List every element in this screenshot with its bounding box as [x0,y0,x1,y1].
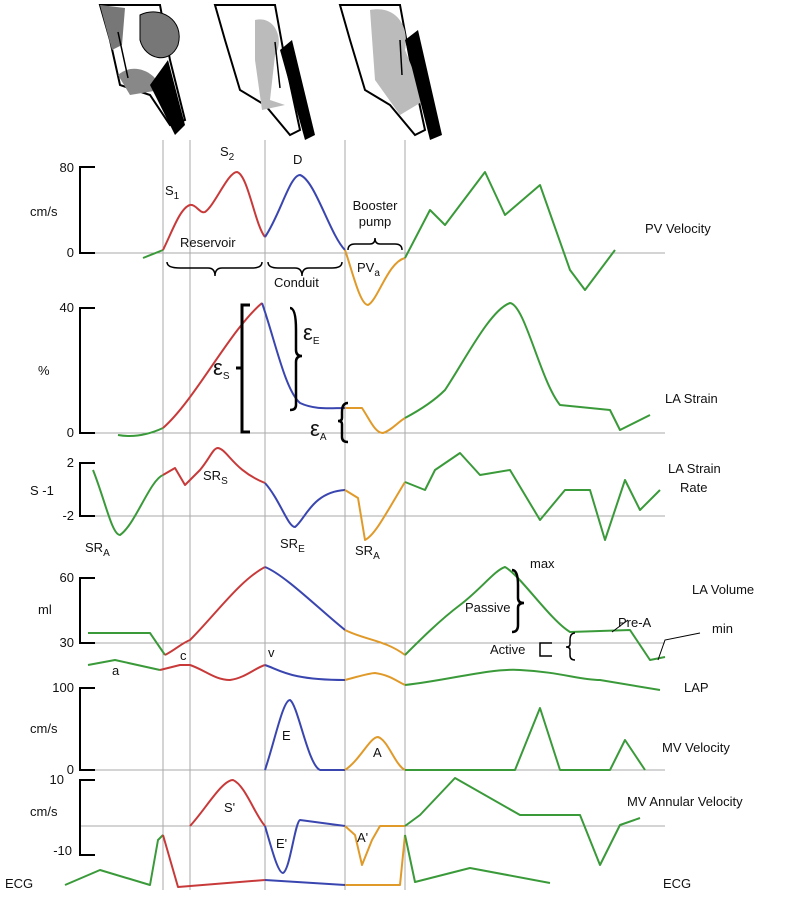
label: max [530,556,555,571]
panel-title: MV Annular Velocity [627,794,743,809]
label: Passive [465,600,511,615]
ecg-label: ECG [5,876,33,891]
label: Pre-A [618,615,652,630]
label: SRE [280,536,305,555]
label: pump [359,214,392,229]
tick: 80 [60,160,74,175]
tick: 100 [52,680,74,695]
label: A [373,745,382,760]
label: Conduit [274,275,319,290]
annotation-brackets [166,237,701,661]
axes [79,166,95,856]
tick: 0 [67,245,74,260]
panel-title: LA Volume [692,582,754,597]
panel-title: LA Strain [665,391,718,406]
label: D [293,152,302,167]
label: A' [357,830,368,845]
panel-title: LA Strain [668,461,721,476]
unit: ml [38,602,52,617]
label: E' [276,836,287,851]
panel-title: Rate [680,480,707,495]
panel-title: LAP [684,680,709,695]
tick: 30 [60,635,74,650]
label: εS [213,355,230,382]
curves [64,171,666,888]
unit: cm/s [30,204,58,219]
label: v [268,645,275,660]
label: SRA [85,540,110,559]
tick: 0 [67,425,74,440]
label: Active [490,642,525,657]
heart-icons [98,4,442,140]
tick: 10 [50,772,64,787]
label: Reservoir [180,235,236,250]
panel-title: MV Velocity [662,740,730,755]
tick: 2 [67,455,74,470]
label: SRA [355,543,380,562]
unit: S -1 [30,483,54,498]
tick: 0 [67,762,74,777]
tick: 40 [60,300,74,315]
panel-title: PV Velocity [645,221,711,236]
label: c [180,648,187,663]
grid-lines [80,140,665,890]
labels: cm/s 80 0 PV Velocity S1 S2 D Reservoir … [5,144,754,891]
label: PVa [357,260,380,279]
unit: % [38,363,50,378]
ecg-label: ECG [663,876,691,891]
label: εE [303,320,320,347]
tick: -2 [62,508,74,523]
label: SRS [203,468,228,487]
tick: 60 [60,570,74,585]
label: S' [224,800,235,815]
label: E [282,728,291,743]
tick: -10 [53,843,72,858]
label: εA [310,416,327,443]
label: min [712,621,733,636]
label: a [112,663,120,678]
unit: cm/s [30,804,58,819]
label: S1 [165,183,180,202]
unit: cm/s [30,721,58,736]
label: Booster [353,198,398,213]
label: S2 [220,144,235,163]
